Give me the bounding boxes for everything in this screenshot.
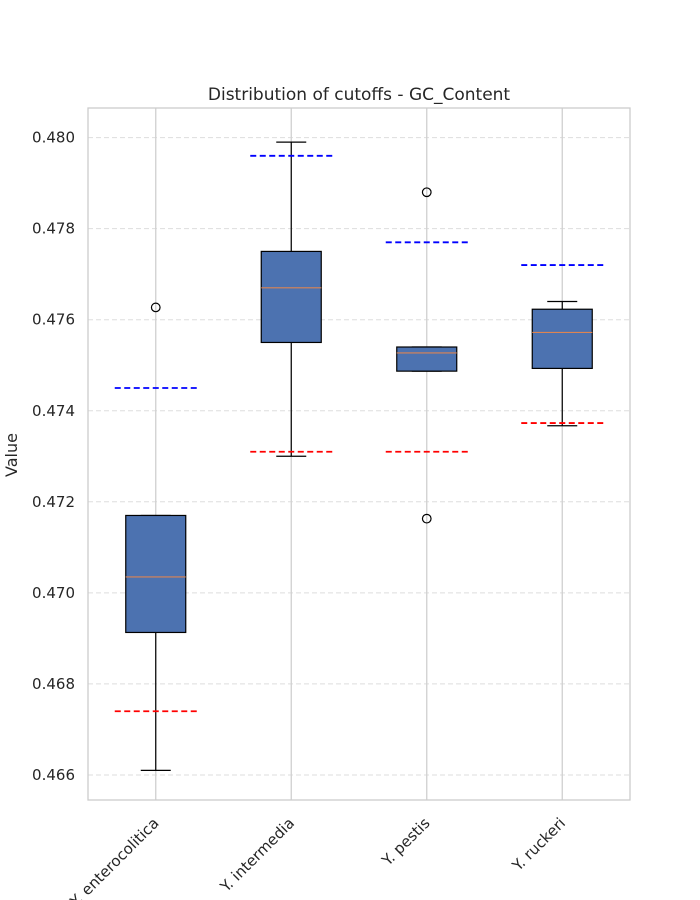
iqr-box bbox=[531, 308, 593, 370]
boxes bbox=[125, 141, 593, 772]
x-tick-label: Y. enterocolitica bbox=[66, 814, 163, 900]
x-tick-label: Y. intermedia bbox=[216, 814, 298, 896]
grid bbox=[88, 108, 630, 800]
y-tick-label: 0.472 bbox=[32, 493, 75, 511]
y-tick-label: 0.478 bbox=[32, 220, 75, 238]
x-axis-ticks: Y. enterocolitica Y. intermedia Y. pestis Y… bbox=[66, 814, 569, 900]
outlier-point bbox=[421, 513, 432, 524]
iqr-box bbox=[260, 250, 322, 344]
iqr-box bbox=[396, 346, 458, 372]
box-group bbox=[396, 187, 458, 524]
box-group bbox=[260, 141, 322, 457]
y-tick-label: 0.468 bbox=[32, 675, 75, 693]
y-tick-label: 0.480 bbox=[32, 129, 75, 147]
y-tick-label: 0.470 bbox=[32, 584, 75, 602]
x-tick-label: Y. ruckeri bbox=[508, 814, 569, 875]
cutoff-lines bbox=[114, 154, 604, 713]
chart-title: Distribution of cutoffs - GC_Content bbox=[208, 85, 511, 105]
plot-frame bbox=[87, 107, 631, 801]
outlier-point bbox=[150, 302, 161, 313]
box-group bbox=[531, 300, 593, 427]
y-axis-label: Value bbox=[2, 433, 21, 477]
y-axis-ticks: 0.466 0.468 0.470 0.472 0.474 0.476 0.478 0.480 bbox=[32, 129, 75, 784]
y-tick-label: 0.466 bbox=[32, 766, 75, 784]
iqr-box bbox=[125, 514, 187, 634]
outlier-point bbox=[421, 187, 432, 198]
y-tick-label: 0.474 bbox=[32, 402, 75, 420]
x-tick-label: Y. pestis bbox=[378, 814, 434, 870]
y-tick-label: 0.476 bbox=[32, 311, 75, 329]
box-group bbox=[125, 302, 187, 772]
